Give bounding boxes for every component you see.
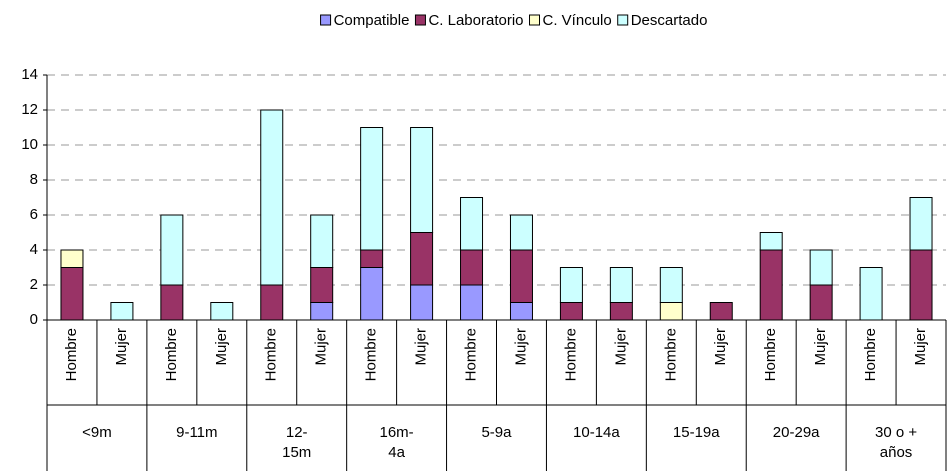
bar-segment: [609, 302, 633, 321]
group-label-box: 30 o + años: [874, 424, 918, 461]
group-label: 16m-4a: [379, 424, 414, 461]
x-tick-label: Mujer: [612, 328, 629, 366]
bar-segment: [60, 267, 84, 321]
bar-segment: [260, 284, 284, 321]
group-label-box: 15-19a: [672, 424, 720, 441]
bar-segment: [659, 302, 683, 321]
group-label: 20-29a: [772, 424, 820, 441]
group-label-box: 16m-4a: [379, 424, 414, 461]
bar-segment: [410, 284, 434, 321]
bar-segment: [659, 267, 683, 303]
y-tick-label: 6: [30, 206, 38, 223]
y-tick-label: 14: [21, 66, 38, 83]
bar-segment: [160, 214, 184, 286]
x-tick-label: Hombre: [363, 328, 380, 381]
x-tick-label: Mujer: [113, 328, 130, 366]
bar-segment: [909, 197, 933, 251]
group-label-box: 9-11m: [176, 424, 218, 441]
y-tick-label: 0: [30, 311, 38, 328]
bar-segment: [609, 267, 633, 303]
legend-label: C. Laboratorio: [428, 12, 523, 29]
bar-segment: [509, 249, 533, 303]
legend-swatch: [414, 14, 426, 26]
x-tick-label: Hombre: [263, 328, 280, 381]
x-tick-label: Mujer: [812, 328, 829, 366]
bar-segment: [809, 284, 833, 321]
x-tick-label: Mujer: [912, 328, 929, 366]
legend: Compatible C. Laboratorio C. Vínculo Descar…: [320, 12, 708, 29]
bar-segment: [360, 267, 384, 321]
group-label: 5-9a: [481, 424, 512, 441]
legend-swatch: [617, 14, 629, 26]
group-label-box: 10-14a: [573, 424, 620, 441]
bar-segment: [160, 284, 184, 321]
bar-segment: [310, 267, 334, 303]
x-tick-label: Hombre: [862, 328, 879, 381]
y-tick-label: 8: [30, 171, 38, 188]
bar-segment: [460, 249, 484, 286]
bar-segment: [759, 249, 783, 321]
legend-swatch: [320, 14, 332, 26]
bar-segment: [509, 214, 533, 251]
x-tick-label: Mujer: [512, 328, 529, 366]
bar-segment: [460, 284, 484, 321]
y-tick-label: 4: [30, 241, 38, 258]
bar-segment: [759, 232, 783, 251]
group-label: 12-15m: [282, 424, 312, 461]
group-label-box: 20-29a: [772, 424, 820, 441]
group-label: 15-19a: [672, 424, 720, 441]
x-tick-label: Mujer: [413, 328, 430, 366]
legend-label: Compatible: [334, 12, 410, 29]
x-tick-label: Mujer: [213, 328, 230, 366]
bar-segment: [559, 302, 583, 321]
bar-segment: [460, 197, 484, 251]
group-label: 10-14a: [573, 424, 620, 441]
legend-label: C. Vínculo: [543, 12, 612, 29]
bar-segment: [260, 109, 284, 286]
group-label: 9-11m: [176, 424, 218, 441]
y-tick-label: 12: [21, 101, 38, 118]
group-label-box: <9m: [82, 424, 112, 441]
bar-segment: [60, 249, 84, 268]
bar-segment: [410, 127, 434, 233]
group-label-box: 12-15m: [282, 424, 312, 461]
y-tick-label: 2: [30, 276, 38, 293]
bar-segment: [809, 249, 833, 286]
x-tick-label: Mujer: [712, 328, 729, 366]
x-tick-label: Mujer: [313, 328, 330, 366]
x-tick-label: Hombre: [462, 328, 479, 381]
x-tick-label: Hombre: [163, 328, 180, 381]
y-tick-label: 10: [21, 136, 38, 153]
bar-segment: [559, 267, 583, 303]
bar-segment: [859, 267, 883, 321]
legend-label: Descartado: [631, 12, 708, 29]
bar-segment: [360, 127, 384, 251]
bar-segment: [310, 302, 334, 321]
x-tick-label: Hombre: [63, 328, 80, 381]
bar-segment: [509, 302, 533, 321]
legend-swatch: [529, 14, 541, 26]
x-tick-label: Hombre: [562, 328, 579, 381]
bar-segment: [360, 249, 384, 268]
bar-segment: [310, 214, 334, 268]
bar-segment: [909, 249, 933, 321]
group-label: <9m: [82, 424, 112, 441]
bar-segment: [210, 302, 234, 321]
x-tick-label: Hombre: [662, 328, 679, 381]
bar-segment: [410, 232, 434, 286]
x-tick-label: Hombre: [762, 328, 779, 381]
bar-segment: [709, 302, 733, 321]
group-label-box: 5-9a: [481, 424, 512, 441]
group-label: 30 o + años: [874, 424, 918, 461]
bar-segment: [110, 302, 134, 321]
